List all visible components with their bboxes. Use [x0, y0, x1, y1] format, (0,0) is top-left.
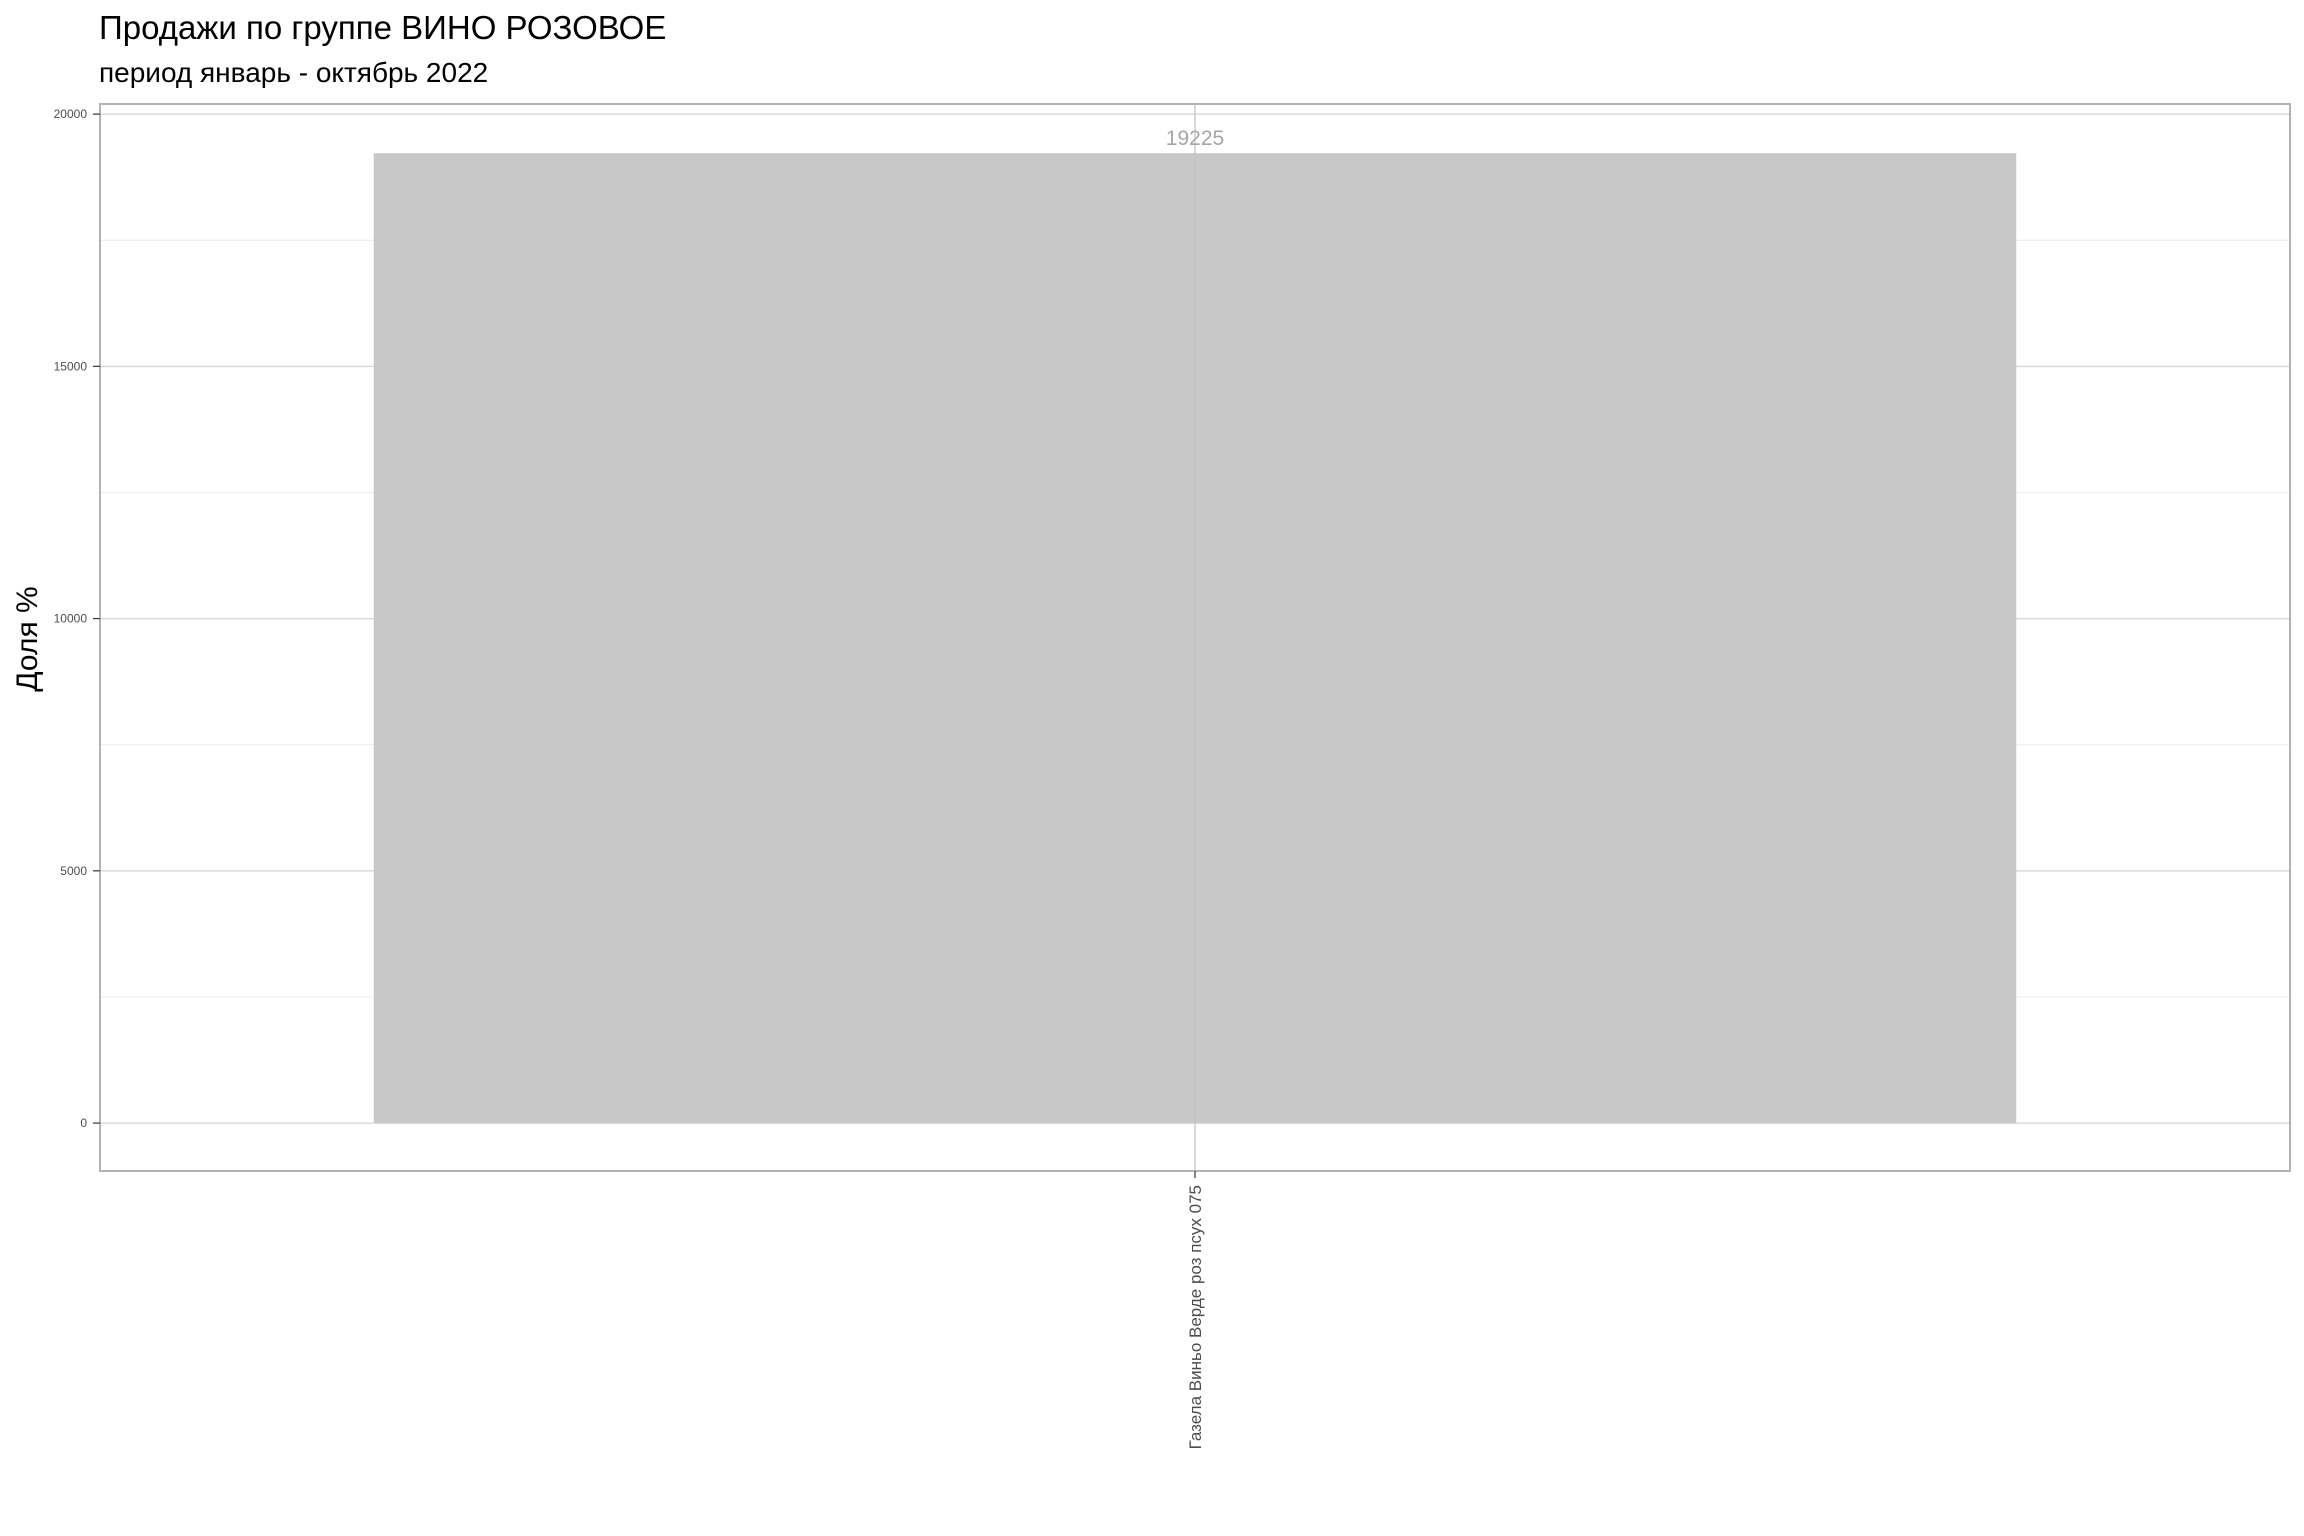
- chart-subtitle: период январь - октябрь 2022: [99, 57, 488, 88]
- plot-panel: 19225: [99, 103, 2291, 1172]
- y-tick-label: 0: [80, 1116, 87, 1130]
- data-labels: 19225: [1166, 127, 1224, 150]
- y-tick-label: 20000: [54, 107, 88, 121]
- y-axis-ticks: 0 5000 10000 15000 20000: [54, 107, 100, 1130]
- x-axis-ticks: Газела Виньо Верде роз псух 075: [1186, 1171, 1205, 1449]
- y-tick-label: 5000: [60, 864, 87, 878]
- y-tick-label: 10000: [54, 612, 88, 626]
- x-tick-label: Газела Виньо Верде роз псух 075: [1186, 1185, 1205, 1449]
- y-tick-label: 15000: [54, 359, 88, 373]
- data-label: 19225: [1166, 127, 1224, 150]
- y-axis-label: Доля %: [11, 586, 44, 691]
- chart-title: Продажи по группе ВИНО РОЗОВОЕ: [99, 9, 666, 46]
